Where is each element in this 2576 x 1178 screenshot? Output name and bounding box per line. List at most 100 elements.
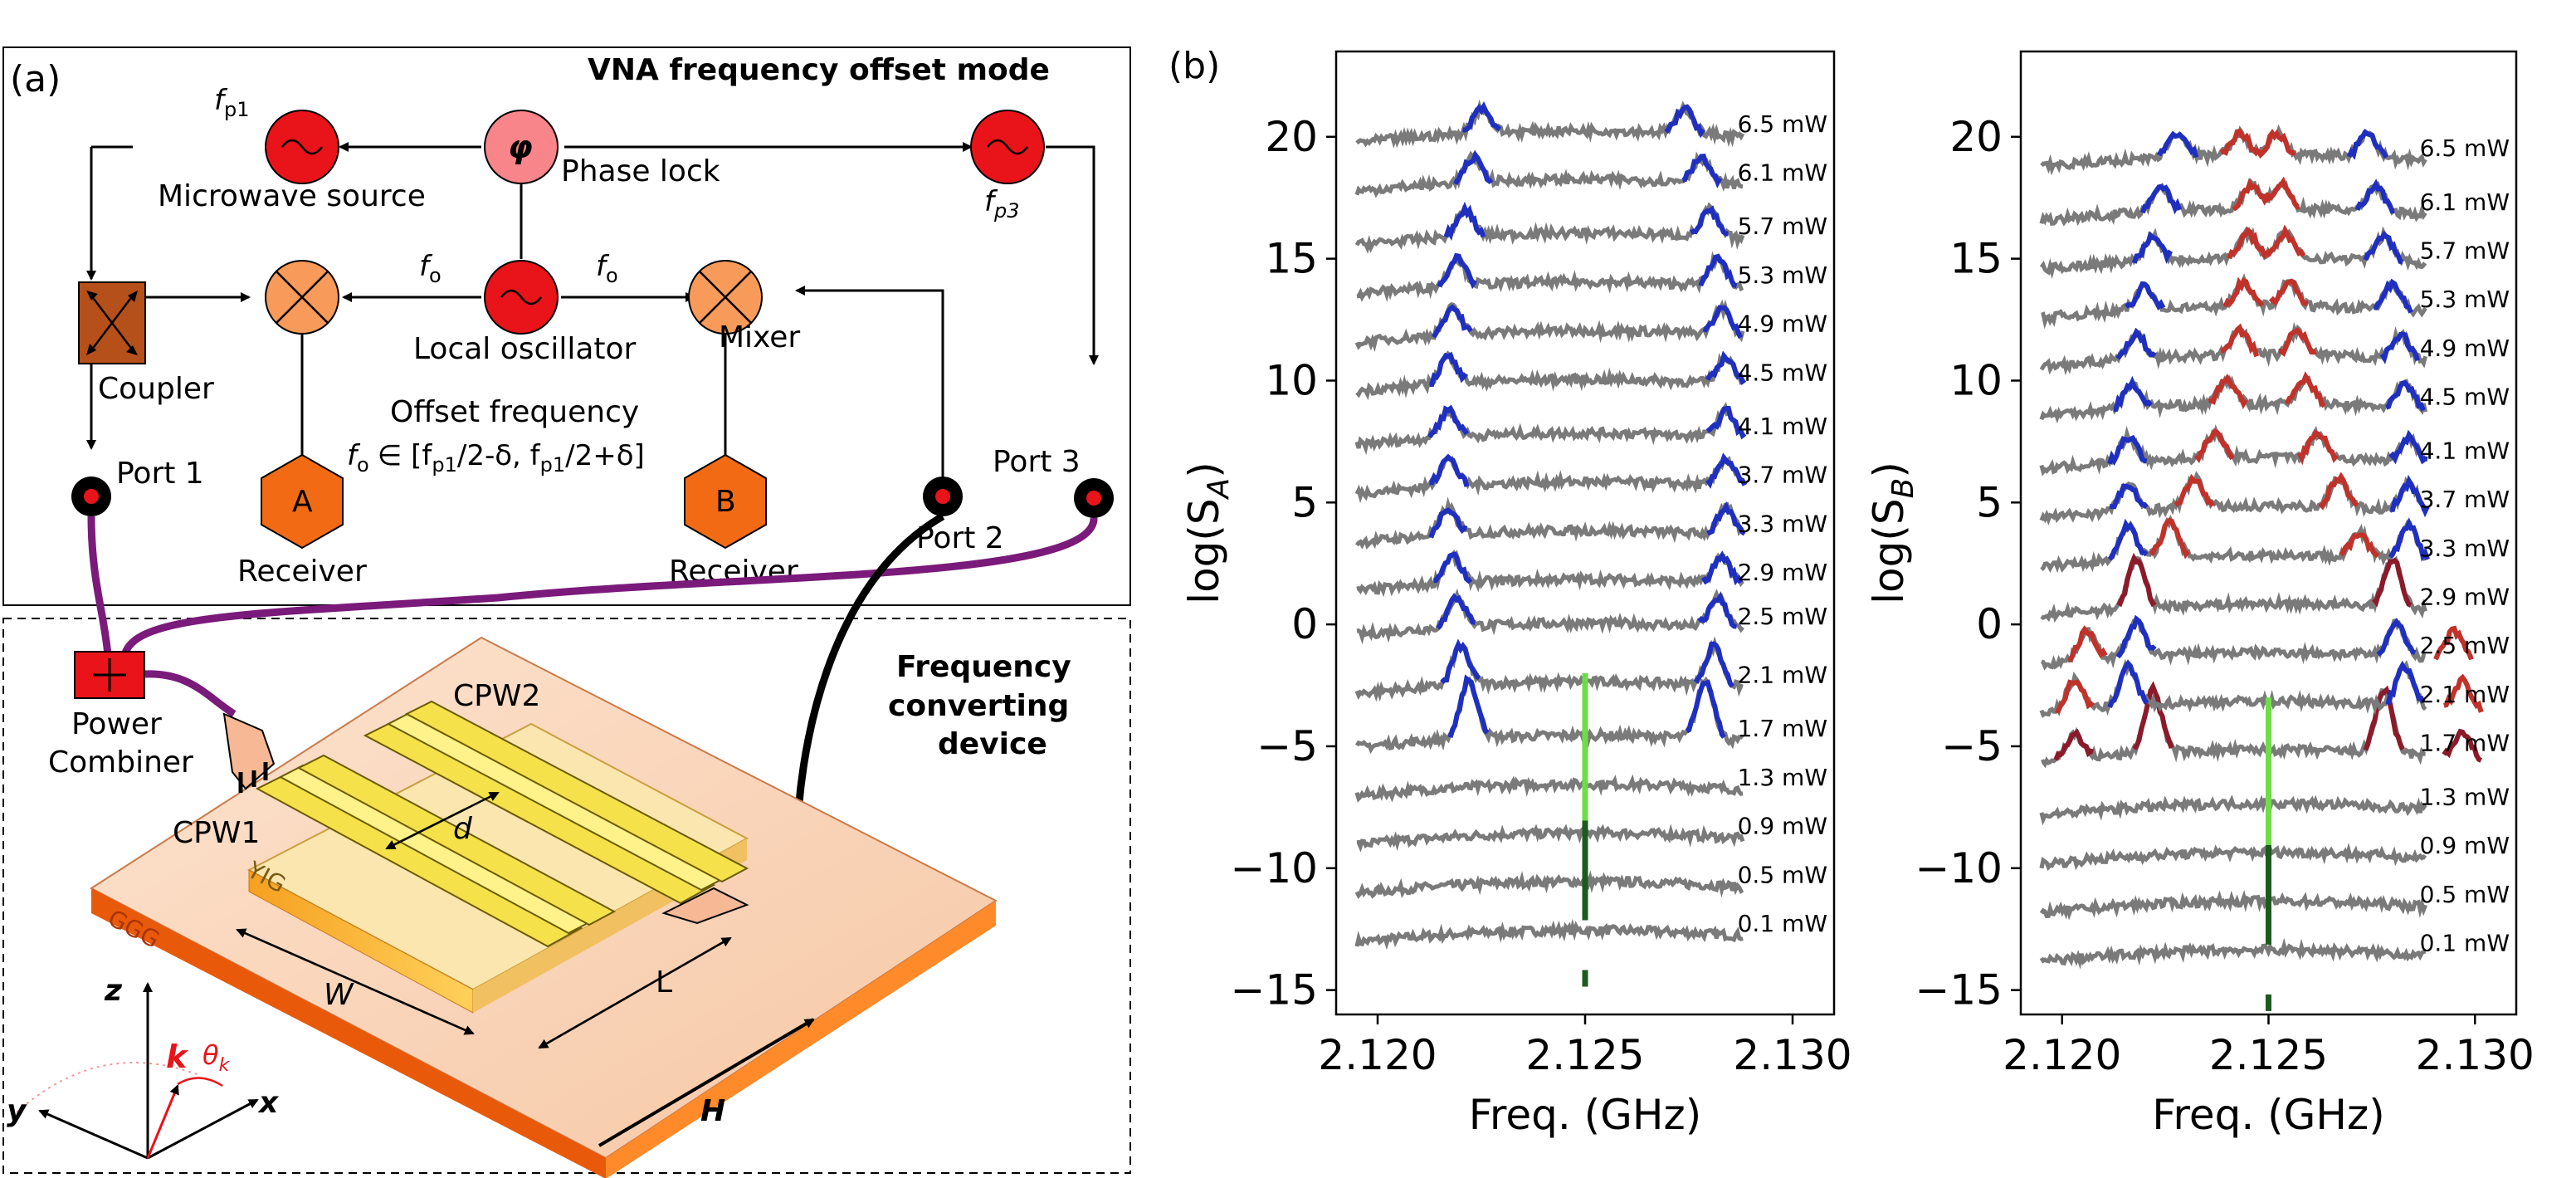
peak-mark	[2157, 130, 2199, 159]
power-label: 3.3 mW	[2420, 535, 2510, 562]
trace-line	[1354, 149, 1744, 198]
trace-line	[1354, 676, 1744, 755]
peak-mark	[1706, 501, 1747, 536]
d-label: d	[453, 812, 473, 846]
cable-port3	[120, 517, 1098, 657]
power-label: 0.5 mW	[1738, 861, 1827, 888]
power-label: 5.3 mW	[2420, 286, 2510, 313]
trace-line	[1354, 299, 1745, 353]
peak-mark	[2443, 673, 2484, 713]
fp1-label: fp1	[214, 84, 250, 121]
trace-line	[1355, 99, 1745, 149]
trace-line	[1354, 918, 1744, 951]
x-axis-label: Freq. (GHz)	[2152, 1091, 2384, 1139]
device-title-1: Frequency	[896, 650, 1071, 684]
y-tick-label: −5	[1256, 722, 1318, 770]
phase-lock-icon	[484, 110, 559, 184]
power-label: 1.7 mW	[2420, 730, 2510, 757]
peak-mark	[2376, 618, 2417, 657]
power-label: 3.3 mW	[1738, 510, 1827, 537]
trace-line	[1354, 402, 1745, 455]
trace-line	[1354, 453, 1745, 504]
y-tick-label: −15	[1915, 966, 2003, 1014]
peak-mark	[1705, 405, 1747, 440]
peak-mark	[2107, 659, 2149, 709]
peak-mark	[2385, 379, 2426, 412]
x-tick-label: 2.130	[1733, 1031, 1852, 1079]
mixer-b-icon	[688, 260, 763, 335]
peak-mark	[1686, 679, 1726, 739]
y-tick-label: 5	[1976, 478, 2003, 526]
peak-mark	[2116, 552, 2157, 608]
trace-line	[2039, 178, 2427, 227]
peak-mark	[1429, 351, 1469, 388]
trace-line	[1356, 588, 1744, 645]
power-label: 3.7 mW	[1738, 462, 1827, 489]
device-title-2: converting	[888, 689, 1069, 723]
cable-combiner-probe	[144, 670, 237, 717]
power-label: 5.3 mW	[1738, 262, 1827, 289]
peak-mark	[1436, 593, 1476, 630]
cpw2-antenna	[363, 700, 749, 905]
y-tick-label: 5	[1291, 478, 1318, 526]
receiver-b-letter: B	[715, 485, 736, 519]
peak-mark	[2131, 231, 2174, 264]
trace-line	[2039, 375, 2428, 424]
peak-mark	[1700, 550, 1744, 585]
trace-line	[1356, 549, 1744, 598]
power-label: 1.7 mW	[1738, 715, 1827, 742]
fp3-label: fp3	[984, 185, 1020, 222]
trace-line	[1356, 251, 1744, 303]
power-label: 5.7 mW	[2420, 237, 2510, 264]
power-label: 4.5 mW	[1738, 359, 1827, 386]
power-label: 6.5 mW	[2420, 134, 2510, 162]
fo-right-label: fo	[596, 250, 618, 287]
y-tick-label: 10	[1265, 356, 1318, 404]
peak-mark	[2256, 129, 2295, 159]
peak-mark	[1698, 253, 1738, 289]
phi-symbol: φ	[508, 129, 533, 165]
x-tick-label: 2.125	[2209, 1031, 2328, 1079]
mixer-label: Mixer	[719, 320, 800, 354]
y-tick-label: 10	[1949, 356, 2003, 404]
peak-mark	[1705, 452, 1748, 489]
peak-mark	[2372, 557, 2413, 608]
peak-mark	[2388, 429, 2428, 465]
trace-line	[2039, 889, 2427, 921]
y-tick-label: 0	[1976, 600, 2003, 648]
coupler-label: Coupler	[98, 372, 214, 406]
peak-mark	[2174, 473, 2215, 507]
theta-label: θk	[202, 1039, 231, 1076]
peak-mark	[2139, 183, 2183, 215]
power-label: 0.1 mW	[1738, 910, 1827, 937]
peak-mark	[2260, 176, 2300, 210]
power-label: 6.1 mW	[2420, 188, 2510, 216]
peak-mark	[2227, 227, 2268, 260]
peak-mark	[2194, 428, 2235, 463]
power-label: 0.9 mW	[2420, 832, 2510, 859]
power-label: 0.5 mW	[2420, 881, 2510, 908]
peak-mark	[1690, 205, 1729, 237]
panel-a-tag: (a)	[10, 58, 61, 100]
port-1-icon	[71, 477, 111, 516]
chart-sb: 20 15 10 5 0 −5 −10 −152.120 2.125 2.130 Freq. (GH…	[1865, 50, 2535, 1139]
peak-mark	[2297, 429, 2339, 466]
peak-mark	[2390, 474, 2430, 518]
peak-mark	[1693, 641, 1734, 688]
peak-mark	[2433, 625, 2474, 661]
trace-line	[2039, 658, 2427, 719]
trace-line	[2039, 842, 2427, 872]
axis-z-label: z	[104, 974, 123, 1008]
trace-line	[1354, 774, 1744, 803]
power-combiner-label-1: Power	[71, 707, 162, 741]
x-tick-label: 2.130	[2416, 1031, 2535, 1079]
peak-mark	[2388, 517, 2430, 562]
peak-mark	[1429, 453, 1470, 487]
power-combiner-icon	[74, 651, 145, 699]
trace-line	[1354, 870, 1744, 900]
trace-line	[2040, 514, 2427, 574]
trace-line	[1354, 636, 1744, 702]
peak-mark	[2107, 434, 2148, 467]
power-label: 2.1 mW	[2420, 681, 2510, 708]
